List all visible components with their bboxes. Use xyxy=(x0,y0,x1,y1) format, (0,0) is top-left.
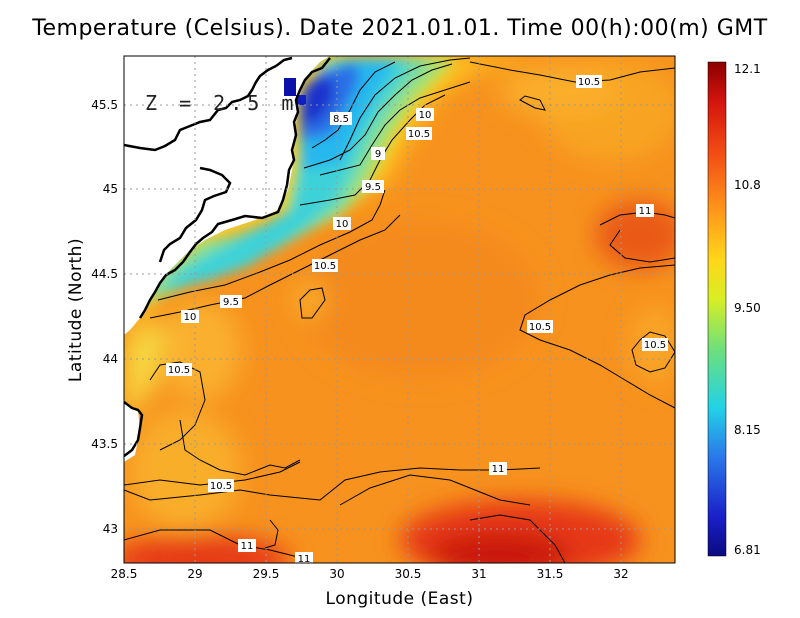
contour-label: 11 xyxy=(489,462,507,475)
contour-label: 10.5 xyxy=(406,127,432,140)
svg-text:10.5: 10.5 xyxy=(314,261,336,272)
temperature-field: 10.5 10 8.5 10.5 9 9.5 10 10.5 11 9.5 10… xyxy=(124,56,675,565)
contour-label: 10.5 xyxy=(208,479,234,492)
svg-text:10.5: 10.5 xyxy=(408,129,430,140)
contour-label: 9.5 xyxy=(362,180,384,193)
contour-label: 9.5 xyxy=(220,295,242,308)
svg-text:9.5: 9.5 xyxy=(365,182,381,193)
y-tick-label: 44 xyxy=(103,352,118,366)
y-axis-label: Latitude (North) xyxy=(66,237,86,383)
svg-text:10: 10 xyxy=(184,312,197,323)
chart-title: Temperature (Celsius). Date 2021.01.01. … xyxy=(32,16,768,41)
colorbar: 12.1 10.8 9.50 8.15 6.81 xyxy=(707,61,761,557)
colorbar-tick-label: 10.8 xyxy=(734,178,761,192)
x-tick-label: 30.5 xyxy=(395,567,422,581)
svg-text:10.5: 10.5 xyxy=(578,77,600,88)
x-tick-label: 29.5 xyxy=(253,567,280,581)
svg-text:11: 11 xyxy=(298,554,311,565)
plot-frame xyxy=(123,55,676,564)
svg-text:11: 11 xyxy=(639,206,652,217)
contour-label: 10 xyxy=(181,310,199,323)
depth-label: Z = 2.5 m xyxy=(145,91,298,115)
svg-text:8.5: 8.5 xyxy=(333,114,349,125)
colorbar-tick-label: 12.1 xyxy=(734,62,761,76)
contour-label: 11 xyxy=(636,204,654,217)
svg-text:11: 11 xyxy=(241,541,254,552)
gridlines xyxy=(124,56,675,563)
svg-text:10: 10 xyxy=(419,110,432,121)
contour-label: 11 xyxy=(238,539,256,552)
contour-label: 10 xyxy=(416,108,434,121)
coastline-land xyxy=(124,56,330,462)
svg-text:10: 10 xyxy=(336,219,349,230)
contour-label: 10.5 xyxy=(166,363,192,376)
svg-text:10.5: 10.5 xyxy=(210,481,232,492)
contour-label: 10 xyxy=(333,217,351,230)
contour-lines xyxy=(124,57,675,563)
y-axis-ticks: 43 43.5 44 44.5 45 45.5 xyxy=(91,98,118,536)
x-tick-label: 32 xyxy=(613,567,628,581)
x-axis-ticks: 28.5 29 29.5 30 30.5 31 31.5 32 xyxy=(111,567,629,581)
contour-label: 10.5 xyxy=(576,75,602,88)
colorbar-tick-label: 9.50 xyxy=(734,301,761,315)
y-tick-label: 43 xyxy=(103,522,118,536)
svg-text:9: 9 xyxy=(375,149,381,160)
contour-label: 8.5 xyxy=(330,112,352,125)
x-tick-label: 29 xyxy=(187,567,202,581)
contour-label-group: 10.5 10 8.5 10.5 9 9.5 10 10.5 11 9.5 10… xyxy=(166,75,668,565)
x-tick-label: 28.5 xyxy=(111,567,138,581)
x-axis-label: Longitude (East) xyxy=(325,589,474,609)
contour-label: 10.5 xyxy=(312,259,338,272)
colorbar-tick-label: 8.15 xyxy=(734,423,761,437)
svg-text:9.5: 9.5 xyxy=(223,297,239,308)
x-tick-label: 30 xyxy=(329,567,344,581)
colorbar-gradient xyxy=(707,61,727,557)
y-tick-label: 45 xyxy=(103,182,118,196)
svg-text:10.5: 10.5 xyxy=(168,365,190,376)
svg-text:10.5: 10.5 xyxy=(644,340,666,351)
svg-text:11: 11 xyxy=(492,464,505,475)
x-tick-label: 31 xyxy=(471,567,486,581)
y-tick-label: 43.5 xyxy=(91,437,118,451)
y-tick-label: 44.5 xyxy=(91,267,118,281)
colorbar-tick-label: 6.81 xyxy=(734,543,761,557)
contour-label: 11 xyxy=(295,552,313,565)
contour-label: 10.5 xyxy=(642,338,668,351)
coastline xyxy=(124,56,331,457)
contour-label: 10.5 xyxy=(527,320,553,333)
contour-label: 9 xyxy=(371,147,385,160)
x-tick-label: 31.5 xyxy=(537,567,564,581)
svg-text:10.5: 10.5 xyxy=(529,322,551,333)
y-tick-label: 45.5 xyxy=(91,98,118,112)
